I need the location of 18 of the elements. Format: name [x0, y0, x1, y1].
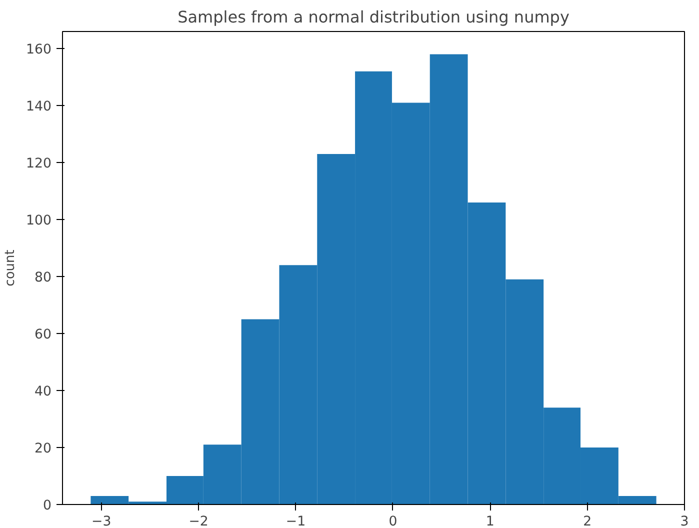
- y-tick-label: 80: [34, 270, 52, 286]
- x-tick-label: 2: [583, 514, 592, 528]
- x-tick-label: 0: [388, 514, 398, 528]
- y-tick-label: 60: [34, 328, 52, 343]
- x-tick-label: 3: [680, 514, 689, 528]
- y-tick-label: 160: [26, 42, 52, 58]
- x-tick-label: −2: [188, 514, 208, 528]
- y-tick-label: 40: [34, 384, 52, 400]
- y-tick-label: 120: [26, 156, 52, 172]
- y-tick-label: 0: [43, 498, 52, 514]
- y-tick-label: 140: [26, 100, 52, 115]
- x-tick-label: −1: [286, 514, 306, 528]
- chart-title: Samples from a normal distribution using numpy: [178, 8, 570, 26]
- x-tick-label: 1: [486, 514, 494, 528]
- y-axis-title: count: [3, 250, 18, 286]
- x-tick-label: −3: [92, 514, 112, 528]
- y-tick-label: 100: [26, 214, 52, 229]
- y-tick-label: 20: [34, 442, 52, 457]
